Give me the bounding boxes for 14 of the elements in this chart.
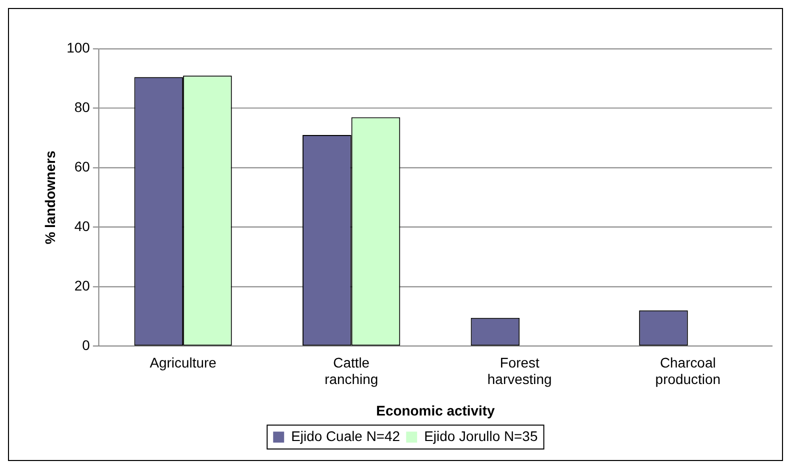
x-tick-label: Charcoal production <box>655 354 720 387</box>
x-tick-label: Cattle ranching <box>324 354 378 387</box>
y-tick-label: 20 <box>74 278 90 294</box>
legend-label: Ejido Jorullo N=35 <box>424 428 538 444</box>
x-axis-title: Economic activity <box>376 402 496 419</box>
x-tick-label: Forest harvesting <box>487 354 552 387</box>
y-axis-title: % landowners <box>42 150 58 244</box>
x-tick-label: Agriculture <box>150 354 217 370</box>
y-tick-label: 80 <box>74 99 90 116</box>
y-tick-label: 100 <box>66 40 90 56</box>
legend-label: Ejido Cuale N=42 <box>291 428 400 444</box>
y-tick-label: 60 <box>74 158 90 175</box>
y-tick-label: 0 <box>82 336 90 353</box>
y-tick-label: 40 <box>74 218 90 234</box>
